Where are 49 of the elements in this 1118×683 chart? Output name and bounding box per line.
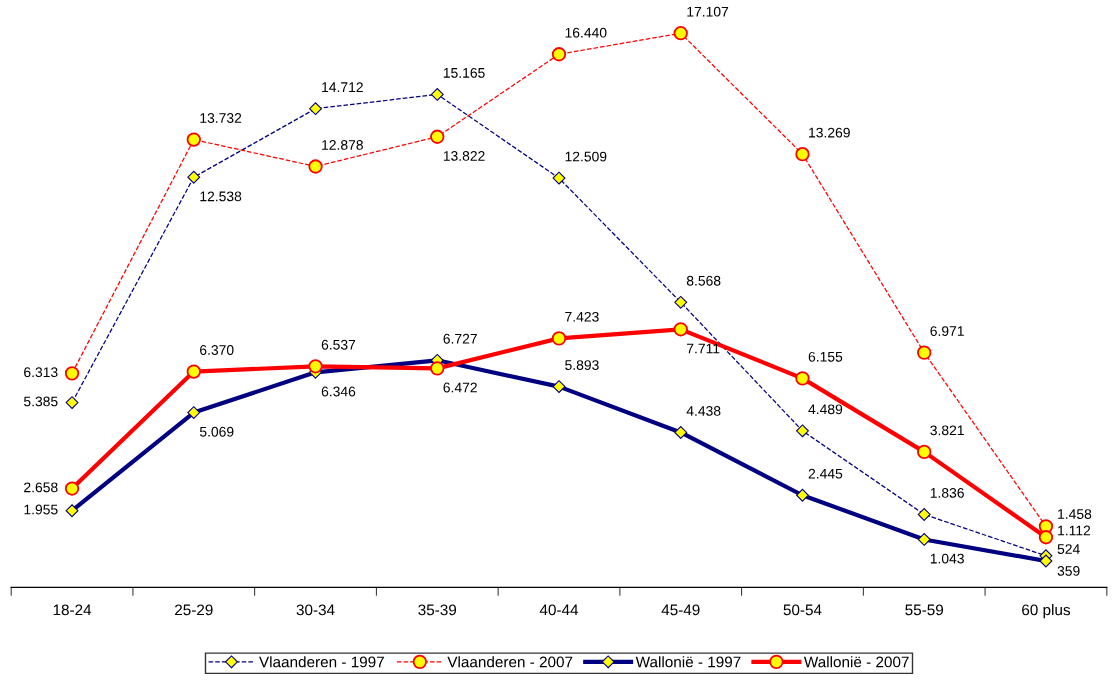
data-label: 8.568 xyxy=(686,275,721,286)
data-label: 1.043 xyxy=(930,553,964,564)
data-label: 7.711 xyxy=(687,343,720,354)
data-label: 7.423 xyxy=(565,311,599,322)
data-label: 14.712 xyxy=(322,82,363,92)
x-tick-label: 60 plus xyxy=(1022,604,1071,619)
data-label: 17.107 xyxy=(687,6,729,17)
data-label: 2.445 xyxy=(808,468,843,479)
data-label: 3.821 xyxy=(930,425,964,436)
data-label: 2.658 xyxy=(24,482,58,493)
data-label: 6.472 xyxy=(443,382,477,393)
data-label: 13.732 xyxy=(200,113,242,123)
data-label: 1.458 xyxy=(1058,509,1092,519)
legend-label: Vlaanderen - 2007 xyxy=(447,656,573,668)
x-tick-label: 40-44 xyxy=(539,604,579,616)
data-label: 5.069 xyxy=(199,426,234,437)
data-label: 1.836 xyxy=(930,487,964,498)
data-label: 13.269 xyxy=(809,127,850,138)
legend-label: Wallonië - 2007 xyxy=(803,656,909,668)
data-label: 5.893 xyxy=(565,360,599,370)
data-label: 6.971 xyxy=(930,326,964,336)
data-label: 15.165 xyxy=(443,67,485,78)
x-tick-label: 55-59 xyxy=(905,604,944,616)
data-label: 4.438 xyxy=(686,405,721,416)
data-label: 4.489 xyxy=(808,404,843,415)
data-label: 6.346 xyxy=(321,386,356,397)
data-label: 1.112 xyxy=(1058,525,1091,536)
x-tick-label: 45-49 xyxy=(661,604,700,616)
data-label: 6.537 xyxy=(321,339,356,350)
data-label: 16.440 xyxy=(565,27,607,38)
data-label: 5.385 xyxy=(23,396,58,407)
data-label: 6.155 xyxy=(808,351,843,362)
data-label: 12.538 xyxy=(200,191,242,202)
data-label: 12.509 xyxy=(565,151,607,162)
data-label: 524 xyxy=(1057,544,1080,554)
data-label: 12.878 xyxy=(322,140,363,150)
data-label: 13.822 xyxy=(443,150,485,161)
x-tick-label: 30-34 xyxy=(296,604,335,616)
x-tick-label: 18-24 xyxy=(53,604,92,616)
data-label: 6.727 xyxy=(443,333,477,344)
data-label: 6.370 xyxy=(200,345,234,355)
data-label: 1.955 xyxy=(24,504,58,515)
data-label: 359 xyxy=(1057,566,1080,576)
legend-label: Vlaanderen - 1997 xyxy=(259,656,384,668)
x-tick-label: 35-39 xyxy=(418,604,457,616)
legend-label: Wallonië - 1997 xyxy=(635,656,741,668)
x-tick-label: 25-29 xyxy=(175,604,213,616)
x-tick-label: 50-54 xyxy=(783,604,822,616)
data-label: 6.313 xyxy=(24,367,58,378)
